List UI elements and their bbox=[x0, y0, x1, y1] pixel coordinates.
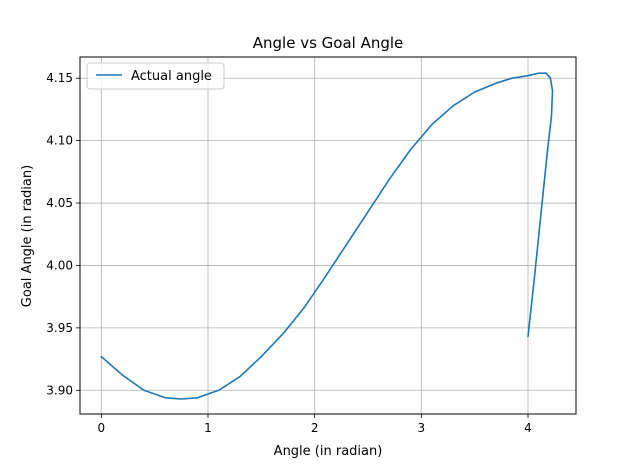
x-tick-label: 0 bbox=[98, 421, 106, 435]
y-tick-label: 4.00 bbox=[46, 258, 73, 272]
y-tick-label: 4.15 bbox=[46, 71, 73, 85]
x-tick-label: 4 bbox=[524, 421, 532, 435]
series-layer bbox=[100, 72, 554, 400]
y-tick-label: 4.05 bbox=[46, 196, 73, 210]
x-tick-label: 3 bbox=[418, 421, 426, 435]
x-tick-label: 1 bbox=[204, 421, 212, 435]
legend: Actual angle bbox=[86, 62, 225, 90]
x-tick-label: 2 bbox=[311, 421, 319, 435]
y-tick-label: 4.10 bbox=[46, 134, 73, 148]
legend-box bbox=[86, 62, 225, 90]
legend-entry-actual-angle: Actual angle bbox=[131, 69, 212, 84]
y-tick-label: 3.95 bbox=[46, 321, 73, 335]
y-ticks: 3.90 3.95 4.00 4.05 4.10 4.15 bbox=[46, 71, 80, 397]
chart-title: Angle vs Goal Angle bbox=[253, 34, 404, 52]
grid-lines bbox=[80, 57, 576, 414]
series-line-actual-angle bbox=[100, 72, 554, 400]
axes-frame bbox=[79, 56, 577, 415]
x-axis-label: Angle (in radian) bbox=[274, 444, 383, 459]
y-axis-label: Goal Angle (in radian) bbox=[20, 165, 35, 307]
y-tick-label: 3.90 bbox=[46, 383, 73, 397]
x-ticks: 0 1 2 3 4 bbox=[98, 414, 532, 435]
